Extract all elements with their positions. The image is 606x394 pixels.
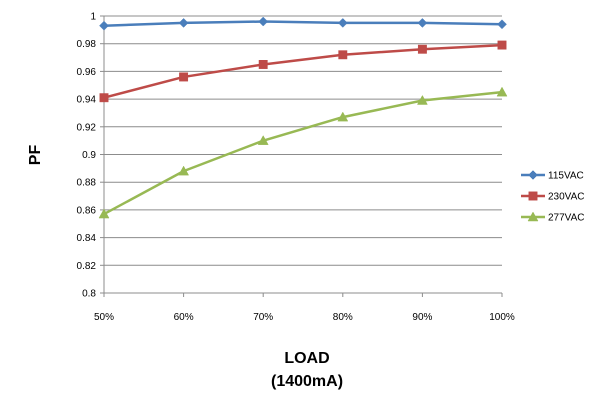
legend-marker: [527, 211, 539, 222]
legend-marker: [528, 191, 538, 201]
series: [98, 16, 508, 219]
y-tick-label: 0.9: [82, 150, 96, 161]
y-tick-labels: 0.8 0.82 0.84 0.86 0.88 0.9 0.92 0.94 0.96 0.98 1: [77, 12, 97, 300]
x-tick-label: 90%: [412, 312, 432, 323]
data-point: [497, 19, 507, 30]
legend: 115VAC 230VAC 277VAC: [521, 170, 585, 224]
data-point: [258, 60, 268, 69]
y-axis-title: PF: [27, 145, 44, 166]
legend-marker: [528, 170, 538, 180]
axes: [100, 15, 503, 297]
grid-lines: [104, 15, 502, 294]
data-point: [497, 40, 507, 50]
legend-label: 115VAC: [548, 171, 584, 182]
y-tick-label: 0.98: [77, 39, 97, 50]
x-tick-label: 60%: [174, 312, 194, 323]
y-tick-label: 1: [90, 12, 96, 23]
legend-item: 115VAC: [521, 170, 584, 182]
legend-label: 230VAC: [548, 192, 585, 203]
series-line: [102, 20, 504, 27]
data-point: [416, 94, 428, 105]
data-point: [178, 18, 189, 28]
legend-item: 230VAC: [521, 192, 585, 203]
data-point: [417, 18, 428, 28]
y-tick-label: 0.96: [77, 67, 97, 78]
series-0: [99, 16, 507, 31]
data-point: [98, 208, 110, 219]
data-point: [337, 111, 349, 122]
data-point: [258, 16, 269, 27]
data-point: [338, 50, 348, 60]
data-point: [99, 20, 109, 31]
x-tick-label: 70%: [253, 312, 273, 323]
y-tick-label: 0.84: [77, 233, 97, 244]
y-tick-label: 0.86: [77, 205, 97, 216]
y-tick-label: 0.82: [77, 261, 97, 272]
series-1: [99, 40, 507, 103]
data-point: [257, 135, 269, 145]
y-tick-label: 0.92: [77, 122, 97, 133]
x-axis-title-line-1: LOAD: [284, 350, 329, 367]
series-line: [102, 90, 504, 216]
x-tick-label: 50%: [94, 312, 114, 323]
y-tick-label: 0.94: [77, 95, 97, 106]
data-point: [179, 72, 189, 82]
data-point: [337, 18, 348, 28]
y-tick-label: 0.8: [82, 289, 96, 300]
data-point: [496, 86, 508, 97]
x-tick-label: 100%: [489, 312, 515, 323]
data-point: [178, 165, 190, 176]
x-tick-label: 80%: [333, 312, 353, 323]
y-tick-label: 0.88: [77, 178, 97, 189]
series-2: [98, 86, 508, 219]
x-tick-labels: 50% 60% 70% 80% 90% 100%: [94, 312, 515, 323]
data-point: [417, 44, 427, 54]
data-point: [99, 93, 109, 103]
series-line: [102, 43, 504, 99]
x-axis-title-line-2: (1400mA): [271, 373, 343, 390]
legend-label: 277VAC: [548, 213, 585, 224]
legend-item: 277VAC: [521, 211, 585, 224]
